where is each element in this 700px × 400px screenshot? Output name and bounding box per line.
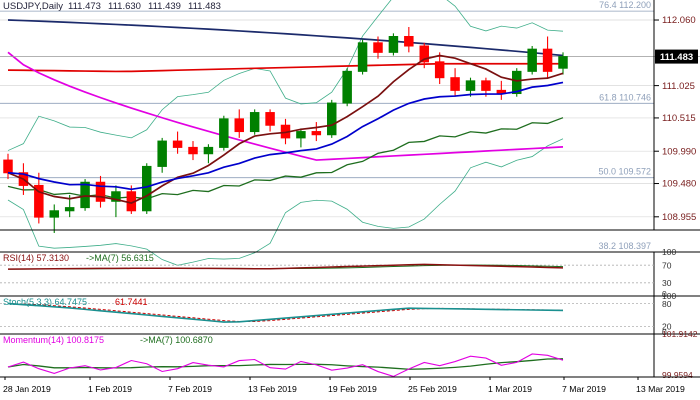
svg-text:70: 70	[662, 260, 672, 270]
svg-text:19 Feb 2019: 19 Feb 2019	[328, 384, 377, 394]
svg-text:30: 30	[662, 278, 672, 288]
svg-text:109.480: 109.480	[662, 179, 696, 190]
svg-text:101.9142: 101.9142	[662, 329, 698, 339]
svg-text:111.483: 111.483	[188, 1, 221, 12]
svg-text:Stoch(5,3,3) 64.7475: Stoch(5,3,3) 64.7475	[3, 297, 87, 307]
svg-text:1 Mar 2019: 1 Mar 2019	[488, 384, 532, 394]
svg-text:109.990: 109.990	[662, 146, 696, 157]
svg-text:1 Feb 2019: 1 Feb 2019	[88, 384, 132, 394]
svg-text:76.4 112.200: 76.4 112.200	[599, 0, 651, 10]
svg-text:Momentum(14) 100.8175: Momentum(14) 100.8175	[3, 335, 104, 345]
svg-text:28 Jan 2019: 28 Jan 2019	[3, 384, 51, 394]
svg-text:100: 100	[662, 247, 676, 257]
svg-text:111.025: 111.025	[662, 81, 695, 92]
svg-text:7 Feb 2019: 7 Feb 2019	[168, 384, 212, 394]
svg-text:99.9594: 99.9594	[662, 370, 693, 380]
svg-text:111.473: 111.473	[68, 1, 101, 12]
svg-text:61.8 110.746: 61.8 110.746	[599, 92, 651, 102]
svg-text:80: 80	[662, 299, 672, 309]
svg-text:->MA(7) 100.6870: ->MA(7) 100.6870	[140, 335, 213, 345]
svg-text:USDJPY,Daily: USDJPY,Daily	[3, 1, 63, 12]
svg-text:13 Mar 2019: 13 Mar 2019	[636, 384, 685, 394]
svg-text:112.060: 112.060	[662, 15, 696, 26]
svg-text:50.0 109.572: 50.0 109.572	[598, 167, 651, 177]
svg-text:13 Feb 2019: 13 Feb 2019	[248, 384, 297, 394]
svg-text:7 Mar 2019: 7 Mar 2019	[562, 384, 606, 394]
svg-text:111.483: 111.483	[660, 52, 693, 63]
svg-text:110.515: 110.515	[662, 113, 696, 124]
svg-text:RSI(14) 57.3130: RSI(14) 57.3130	[3, 253, 69, 263]
svg-text:38.2 108.397: 38.2 108.397	[598, 241, 651, 251]
svg-text:61.7441: 61.7441	[115, 297, 148, 307]
svg-text:111.630: 111.630	[108, 1, 141, 12]
svg-text:25 Feb 2019: 25 Feb 2019	[408, 384, 457, 394]
svg-text:->MA(7) 56.6315: ->MA(7) 56.6315	[86, 253, 154, 263]
svg-text:108.955: 108.955	[662, 212, 696, 223]
svg-text:111.439: 111.439	[148, 1, 181, 12]
